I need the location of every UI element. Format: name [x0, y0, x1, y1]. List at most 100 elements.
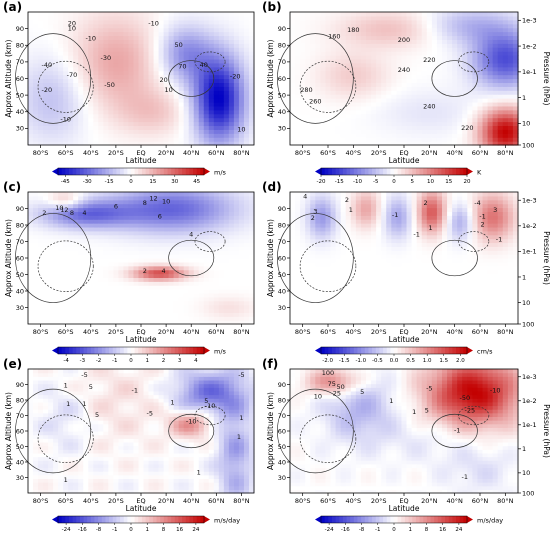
heatmap-cell — [78, 304, 84, 310]
heatmap-cell — [138, 78, 145, 84]
heatmap-cell — [63, 261, 69, 267]
heatmap-cell — [416, 47, 423, 52]
heatmap-cell — [108, 35, 114, 40]
heatmap-cell — [421, 82, 428, 87]
heatmap-cell — [300, 43, 306, 48]
heatmap-cell — [98, 82, 104, 87]
heatmap-cell — [158, 320, 165, 325]
heatmap-cell — [462, 27, 468, 33]
heatmap-cell — [93, 35, 99, 40]
heatmap-cell — [401, 70, 408, 76]
heatmap-cell — [243, 223, 250, 228]
heatmap-cell — [411, 117, 418, 123]
colorbar: -20 -15 -10 -5 0 5 10 15 20K — [315, 167, 482, 185]
heatmap-cell — [406, 101, 413, 107]
heatmap-cell — [88, 51, 94, 56]
heatmap-cell — [426, 86, 433, 91]
heatmap-cell — [391, 66, 397, 72]
heatmap-cell — [33, 117, 39, 123]
contour-label: 4 — [162, 267, 166, 275]
heatmap-cell — [238, 308, 245, 313]
heatmap-cell — [83, 66, 89, 72]
heatmap-cell — [178, 12, 185, 17]
heatmap-cell — [345, 105, 352, 111]
colorbar-swatch — [156, 347, 161, 354]
heatmap-cell — [103, 94, 109, 99]
heatmap-cell — [467, 12, 473, 17]
heatmap-cell — [103, 141, 109, 146]
heatmap-cell — [203, 254, 210, 259]
heatmap-cell — [33, 261, 39, 267]
heatmap-cell — [477, 137, 484, 142]
heatmap-cell — [198, 215, 205, 220]
heatmap-cell — [183, 304, 190, 310]
heatmap-cell — [371, 78, 377, 84]
heatmap-cell — [305, 58, 311, 64]
heatmap-cell — [295, 39, 301, 44]
heatmap-cell — [457, 109, 463, 115]
heatmap-cell — [163, 113, 170, 119]
heatmap-cell — [48, 308, 54, 313]
heatmap-cell — [138, 273, 145, 279]
heatmap-cell — [173, 12, 180, 17]
heatmap-cell — [108, 117, 114, 123]
x-tick-label: EQ — [399, 149, 408, 157]
heatmap-cell — [396, 31, 403, 37]
heatmap-cell — [406, 51, 413, 56]
heatmap-cell — [128, 312, 135, 317]
x-tick-label: 20°S — [371, 149, 387, 157]
heatmap-cell — [93, 265, 99, 271]
heatmap-cell — [467, 27, 473, 33]
heatmap-cell — [223, 90, 230, 95]
heatmap-cell — [431, 105, 438, 111]
heatmap-cell — [238, 312, 245, 317]
heatmap-cell — [198, 250, 205, 255]
heatmap-cell — [248, 215, 255, 220]
heatmap-cell — [203, 35, 210, 40]
heatmap-cell — [512, 66, 519, 72]
heatmap-cell — [73, 261, 79, 267]
heatmap-cell — [128, 98, 135, 103]
heatmap-cell — [103, 312, 109, 317]
heatmap-cell — [477, 12, 484, 17]
heatmap-cell — [133, 47, 140, 52]
heatmap-cell — [158, 289, 165, 294]
heatmap-cell — [290, 308, 296, 313]
colorbar-swatch — [196, 347, 201, 354]
heatmap-cell — [198, 82, 205, 87]
heatmap-cell — [178, 250, 185, 255]
heatmap-cell — [345, 129, 352, 134]
heatmap-cell — [295, 70, 301, 76]
heatmap-cell — [371, 35, 377, 40]
heatmap-cell — [193, 98, 200, 103]
heatmap-cell — [350, 98, 357, 103]
heatmap-cell — [300, 105, 306, 111]
heatmap-cell — [416, 113, 423, 119]
heatmap-cell — [330, 15, 337, 21]
heatmap-cell — [360, 125, 367, 130]
heatmap-cell — [108, 289, 114, 294]
heatmap-cell — [355, 15, 362, 21]
colorbar-swatch — [174, 347, 179, 354]
heatmap-cell — [148, 19, 155, 25]
heatmap-cell — [53, 27, 59, 33]
heatmap-cell — [178, 285, 185, 290]
heatmap-cell — [431, 43, 438, 48]
heatmap-cell — [238, 215, 245, 220]
heatmap-cell — [315, 133, 321, 138]
heatmap-cell — [213, 12, 220, 17]
heatmap-cell — [218, 238, 225, 244]
colorbar-swatch — [182, 168, 187, 175]
heatmap-cell — [28, 250, 34, 255]
heatmap-cell — [178, 109, 185, 115]
heatmap-cell — [371, 62, 377, 68]
heatmap-cell — [431, 129, 438, 134]
heatmap-cell — [360, 86, 367, 91]
heatmap-cell — [43, 141, 49, 146]
heatmap-cell — [153, 27, 160, 33]
heatmap-cell — [295, 121, 301, 127]
heatmap-cell — [193, 316, 200, 321]
heatmap-cell — [148, 269, 155, 275]
heatmap-cell — [243, 43, 250, 48]
heatmap-cell — [63, 269, 69, 275]
